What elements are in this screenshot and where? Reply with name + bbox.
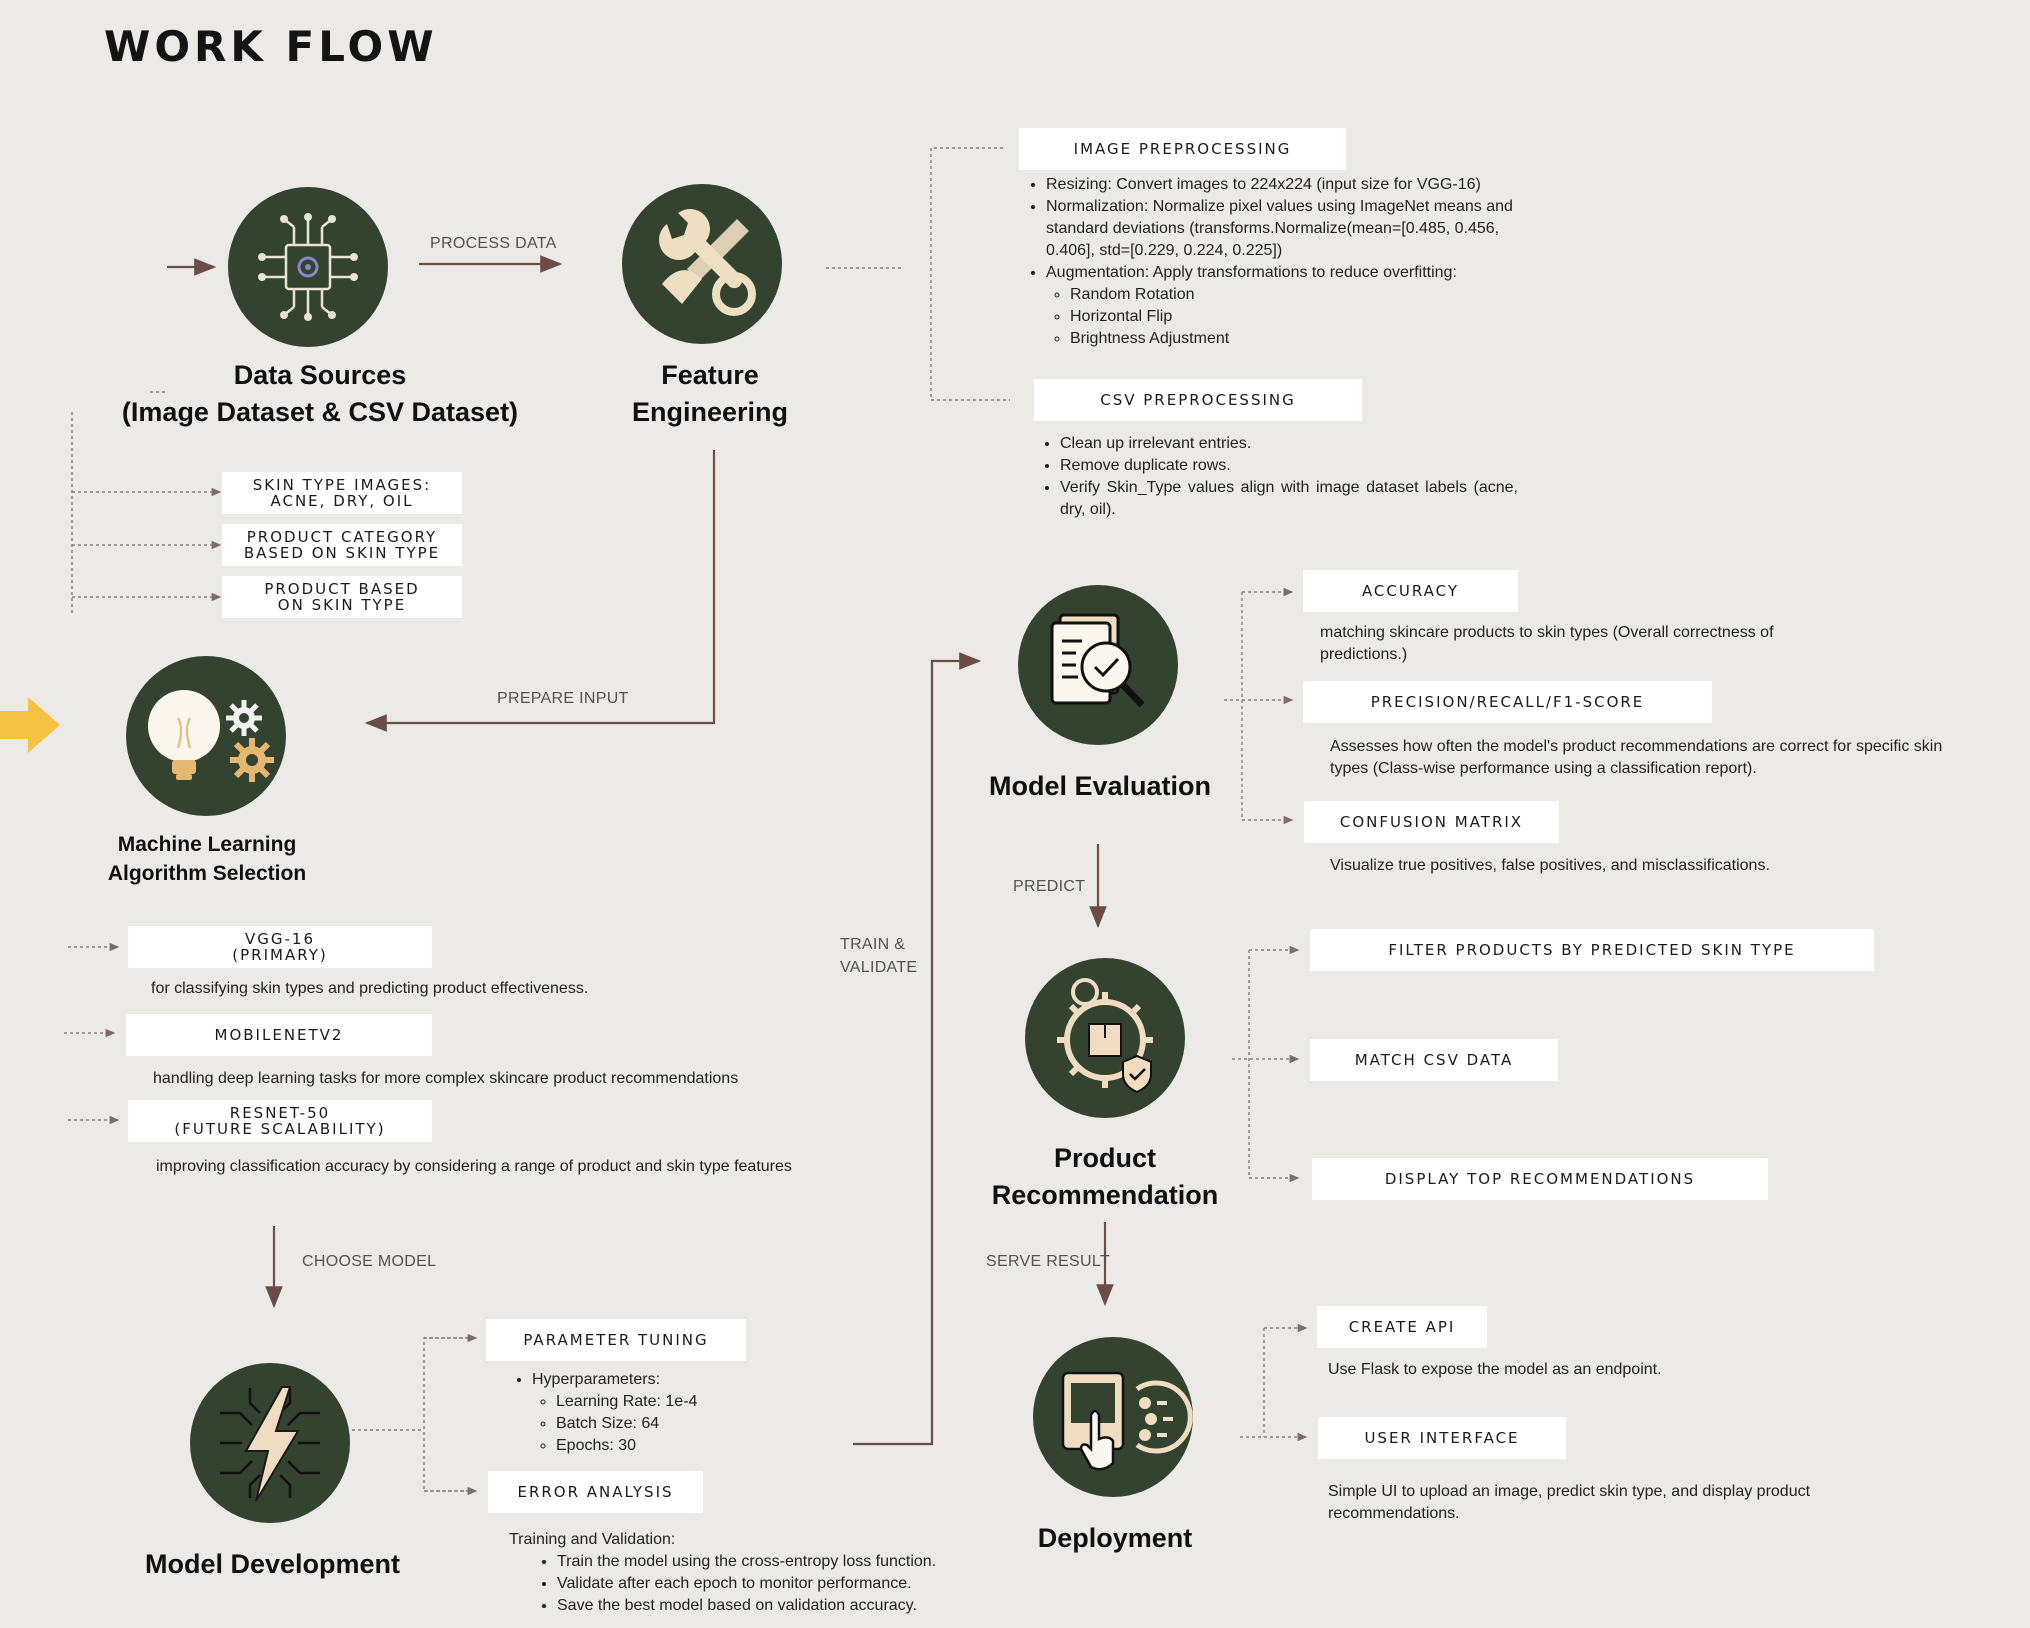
- confusion-matrix-desc: Visualize true positives, false positive…: [1330, 857, 1770, 874]
- user-interface-desc: Simple UI to upload an image, predict sk…: [1328, 1483, 1811, 1522]
- parameter-tuning-list: Hyperparameters: Learning Rate: 1e-4 Bat…: [510, 1369, 830, 1457]
- create-api-title: CREATE API: [1317, 1306, 1487, 1348]
- create-api-desc: Use Flask to expose the model as an endp…: [1328, 1361, 1662, 1378]
- list-item: Save the best model based on validation …: [557, 1595, 1009, 1617]
- list-item: Hyperparameters: Learning Rate: 1e-4 Bat…: [532, 1369, 830, 1457]
- precision-recall-f1-desc: Assesses how often the model's product r…: [1330, 738, 1943, 777]
- list-item: Random Rotation: [1070, 284, 1529, 306]
- edge-label-predict: PREDICT: [1013, 878, 1086, 895]
- filter-products-tag: FILTER PRODUCTS BY PREDICTED SKIN TYPE: [1310, 929, 1874, 971]
- model-development-label: Model Development: [144, 1549, 401, 1579]
- train-validate-arrow: [853, 652, 982, 1446]
- model-desc-mobilenetv2: handling deep learning tasks for more co…: [153, 1070, 739, 1087]
- prepare-input-arrow: [364, 450, 716, 732]
- product-recommendation-label: Product Recommendation: [991, 1143, 1219, 1210]
- list-item: Verify Skin_Type values align with image…: [1060, 477, 1518, 521]
- feature-engineering-label: Feature Engineering: [631, 360, 788, 427]
- chip-icon: [228, 187, 388, 347]
- data-sources-label: Data Sources (Image Dataset & CSV Datase…: [121, 360, 519, 427]
- model-tag-vgg16: VGG-16 (PRIMARY): [128, 926, 432, 968]
- lightbulb-gears-icon: [126, 656, 286, 816]
- image-preprocessing-title: IMAGE PREPROCESSING: [1019, 128, 1346, 170]
- match-csv-data-tag: MATCH CSV DATA: [1310, 1039, 1558, 1081]
- parameter-tuning-title: PARAMETER TUNING: [486, 1319, 746, 1361]
- accent-arrow-icon: [0, 697, 60, 753]
- list-item: Horizontal Flip: [1070, 306, 1529, 328]
- model-evaluation-label: Model Evaluation: [988, 771, 1212, 801]
- edge-label-process-data: PROCESS DATA: [430, 235, 557, 252]
- model-tag-mobilenetv2: MOBILENETV2: [126, 1014, 432, 1056]
- csv-preprocessing-title: CSV PREPROCESSING: [1034, 379, 1362, 421]
- list-item: Epochs: 30: [556, 1435, 830, 1457]
- touch-device-icon: [1033, 1337, 1193, 1497]
- edge-label-choose-model: CHOOSE MODEL: [302, 1253, 437, 1270]
- tag-product-category: PRODUCT CATEGORY BASED ON SKIN TYPE: [222, 524, 462, 566]
- list-item: Train the model using the cross-entropy …: [557, 1551, 1009, 1573]
- confusion-matrix-title: CONFUSION MATRIX: [1304, 801, 1559, 843]
- product-gear-icon: [1025, 958, 1185, 1118]
- list-item: Remove duplicate rows.: [1060, 455, 1518, 477]
- accuracy-title: ACCURACY: [1303, 570, 1518, 612]
- model-tag-resnet50: RESNET-50 (FUTURE SCALABILITY): [128, 1100, 432, 1142]
- list-item: Clean up irrelevant entries.: [1060, 433, 1518, 455]
- list-item: Batch Size: 64: [556, 1413, 830, 1435]
- error-analysis-list: Training and Validation: Train the model…: [509, 1529, 1009, 1617]
- list-item: Resizing: Convert images to 224x224 (inp…: [1046, 174, 1529, 196]
- lightning-circuit-icon: [190, 1363, 350, 1523]
- display-top-recommendations-tag: DISPLAY TOP RECOMMENDATIONS: [1312, 1158, 1768, 1200]
- precision-recall-f1-title: PRECISION/RECALL/F1-SCORE: [1303, 681, 1712, 723]
- accuracy-desc: matching skincare products to skin types…: [1320, 624, 1774, 663]
- ml-selection-label: Machine Learning Algorithm Selection: [107, 833, 307, 885]
- edge-label-serve-result: SERVE RESULT: [986, 1253, 1110, 1270]
- user-interface-title: USER INTERFACE: [1318, 1417, 1566, 1459]
- list-item: Augmentation: Apply transformations to r…: [1046, 262, 1529, 350]
- error-analysis-title: ERROR ANALYSIS: [488, 1471, 703, 1513]
- edge-label-prepare-input: PREPARE INPUT: [497, 690, 629, 707]
- list-item: Normalization: Normalize pixel values us…: [1046, 196, 1529, 262]
- edge-label-train-validate: TRAIN & VALIDATE: [840, 936, 918, 976]
- document-check-icon: [1018, 585, 1178, 745]
- list-item: Learning Rate: 1e-4: [556, 1391, 830, 1413]
- csv-preprocessing-list: Clean up irrelevant entries. Remove dupl…: [1038, 433, 1518, 521]
- model-desc-vgg16: for classifying skin types and predictin…: [151, 980, 589, 997]
- model-desc-resnet50: improving classification accuracy by con…: [156, 1158, 792, 1175]
- tag-product-based: PRODUCT BASED ON SKIN TYPE: [222, 576, 462, 618]
- wrench-gear-icon: [622, 184, 782, 344]
- page-title: WORK FLOW: [104, 22, 438, 71]
- list-item: Validate after each epoch to monitor per…: [557, 1573, 1009, 1595]
- deployment-label: Deployment: [1037, 1523, 1193, 1553]
- image-preprocessing-list: Resizing: Convert images to 224x224 (inp…: [1024, 174, 1529, 350]
- list-item: Brightness Adjustment: [1070, 328, 1529, 350]
- tag-skin-type-images: SKIN TYPE IMAGES: ACNE, DRY, OIL: [222, 472, 462, 514]
